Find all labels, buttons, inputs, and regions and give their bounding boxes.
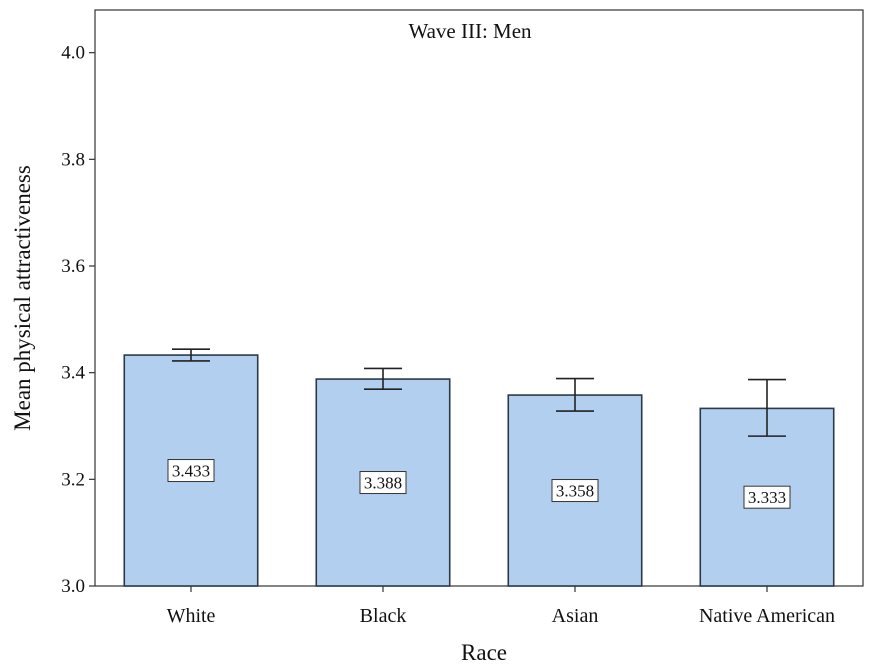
- y-tick-label: 3.2: [61, 469, 85, 490]
- data-label: 3.433: [172, 462, 210, 481]
- chart-title: Wave III: Men: [408, 19, 532, 43]
- x-axis-title: Race: [461, 640, 507, 665]
- data-label: 3.358: [556, 482, 594, 501]
- data-label-box: [359, 471, 407, 495]
- x-tick-label: Black: [360, 605, 407, 627]
- data-label-box: [551, 479, 599, 503]
- y-tick-label: 3.6: [61, 256, 85, 277]
- x-axis: White Black Asian Native American: [167, 586, 835, 627]
- data-label: 3.333: [748, 488, 786, 507]
- bars-group: 3.433 3.388 3.358 3.333: [123, 348, 835, 587]
- plot-frame: [94, 9, 864, 587]
- x-tick-label: White: [167, 605, 216, 627]
- y-tick-label: 4.0: [61, 43, 85, 64]
- data-label-box: [743, 485, 791, 509]
- x-tick-label: Asian: [552, 605, 599, 627]
- y-axis: 3.0 3.2 3.4 3.6 3.8 4.0: [61, 43, 95, 597]
- y-axis-title: Mean physical attractiveness: [10, 165, 35, 431]
- y-tick-label: 3.0: [61, 576, 85, 597]
- data-label-box: [167, 459, 215, 483]
- y-tick-label: 3.8: [61, 149, 85, 170]
- x-tick-label: Native American: [699, 605, 835, 627]
- data-label: 3.388: [364, 474, 402, 493]
- y-tick-label: 3.4: [61, 363, 85, 384]
